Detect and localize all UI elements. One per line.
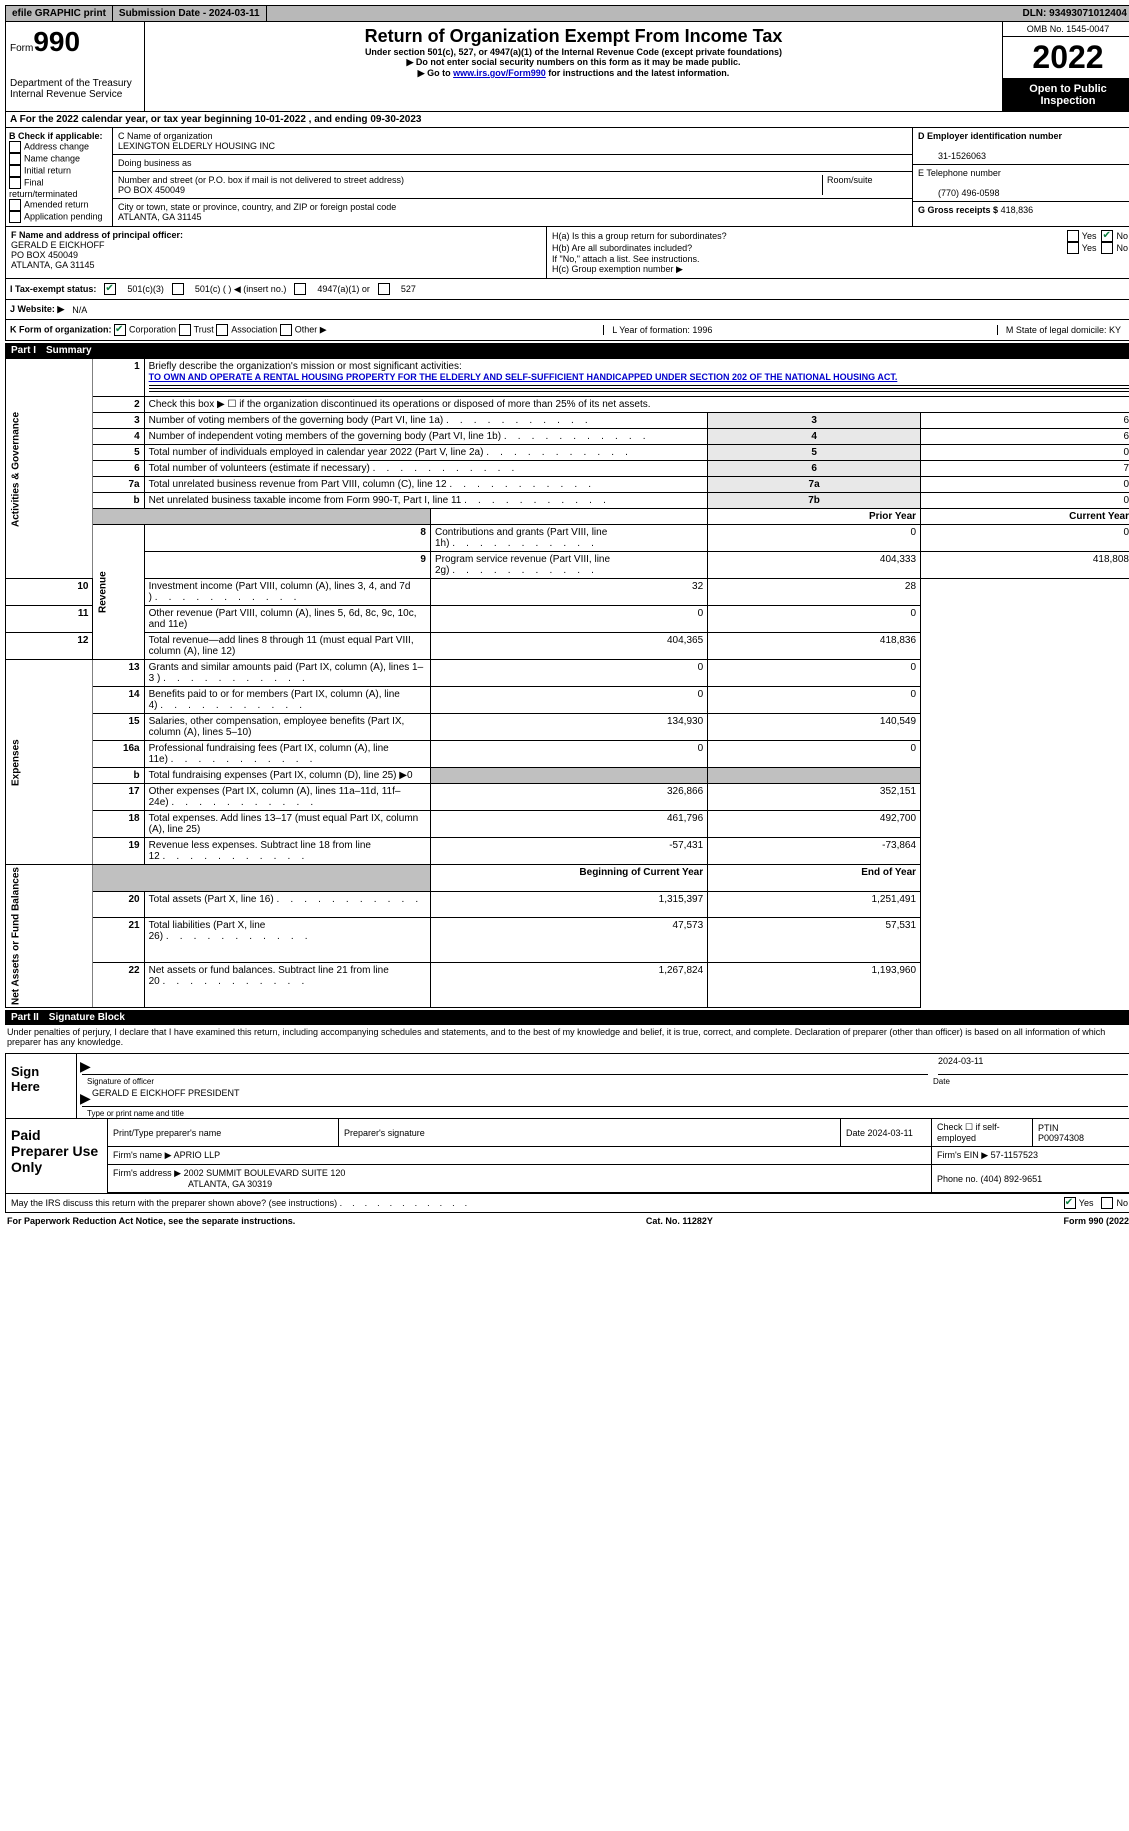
sign-block: Sign Here ▶ Signature of officer 2024-03…	[5, 1053, 1129, 1119]
dln: DLN: 93493071012404	[1016, 6, 1129, 21]
check-527[interactable]	[378, 283, 390, 295]
firm-name: APRIO LLP	[174, 1150, 221, 1160]
check-pending[interactable]	[9, 211, 21, 223]
gross-receipts: 418,836	[1001, 205, 1034, 215]
top-bar: efile GRAPHIC print Submission Date - 20…	[5, 5, 1129, 22]
preparer-block: Paid Preparer Use Only Print/Type prepar…	[5, 1119, 1129, 1194]
website: N/A	[72, 305, 87, 315]
part2-header: Part II Signature Block	[5, 1010, 1129, 1025]
check-other[interactable]	[280, 324, 292, 336]
check-initial[interactable]	[9, 165, 21, 177]
check-trust[interactable]	[179, 324, 191, 336]
org-address: PO BOX 450049	[118, 185, 185, 195]
form-label: Form	[10, 43, 33, 54]
form-number: 990	[33, 26, 80, 57]
website-row: J Website: ▶ N/A	[5, 300, 1129, 320]
check-4947[interactable]	[294, 283, 306, 295]
hb-yes[interactable]	[1067, 242, 1079, 254]
check-501c3[interactable]	[104, 283, 116, 295]
dept-label: Department of the Treasury	[10, 78, 140, 89]
check-501c[interactable]	[172, 283, 184, 295]
label-netassets: Net Assets or Fund Balances	[6, 865, 93, 1008]
declaration: Under penalties of perjury, I declare th…	[5, 1025, 1129, 1049]
officer-printed: GERALD E EICKHOFF PRESIDENT	[82, 1088, 240, 1098]
col-b: B Check if applicable: Address change Na…	[6, 128, 113, 226]
check-amended[interactable]	[9, 199, 21, 211]
firm-phone: Phone no. (404) 892-9651	[932, 1165, 1129, 1193]
firm-addr: 2002 SUMMIT BOULEVARD SUITE 120	[184, 1168, 346, 1178]
check-corp[interactable]	[114, 324, 126, 336]
irs-label: Internal Revenue Service	[10, 89, 140, 100]
ha-no[interactable]	[1101, 230, 1113, 242]
irs-link[interactable]: www.irs.gov/Form990	[453, 68, 546, 78]
tax-year: 2022	[1003, 37, 1129, 79]
room-suite: Room/suite	[822, 175, 907, 195]
form-sub2: ▶ Do not enter social security numbers o…	[149, 57, 998, 68]
part1-header: Part I Summary	[5, 343, 1129, 358]
label-expenses: Expenses	[6, 660, 93, 865]
label-governance: Activities & Governance	[6, 359, 93, 579]
summary-table: Activities & Governance 1 Briefly descri…	[5, 358, 1129, 1008]
form-sub1: Under section 501(c), 527, or 4947(a)(1)…	[149, 47, 998, 57]
ein: 31-1526063	[918, 151, 986, 161]
officer-name: GERALD E EICKHOFF	[11, 240, 105, 250]
efile-label: efile GRAPHIC print	[6, 6, 113, 21]
dba: Doing business as	[113, 155, 912, 172]
org-name: LEXINGTON ELDERLY HOUSING INC	[118, 141, 275, 151]
label-revenue: Revenue	[93, 525, 144, 660]
year-formation: L Year of formation: 1996	[603, 325, 720, 335]
tax-status: I Tax-exempt status: 501(c)(3) 501(c) ( …	[5, 279, 1129, 300]
section-a: A For the 2022 calendar year, or tax yea…	[5, 112, 1129, 128]
phone: (770) 496-0598	[918, 188, 1000, 198]
form-sub3: ▶ Go to www.irs.gov/Form990 for instruct…	[149, 68, 998, 79]
check-name[interactable]	[9, 153, 21, 165]
public-inspection: Open to Public Inspection	[1003, 79, 1129, 111]
check-final[interactable]	[9, 177, 21, 189]
col-d: D Employer identification number 31-1526…	[912, 128, 1129, 226]
mission-text: TO OWN AND OPERATE A RENTAL HOUSING PROP…	[149, 372, 898, 382]
may-discuss: May the IRS discuss this return with the…	[5, 1194, 1129, 1213]
fg-row: F Name and address of principal officer:…	[5, 227, 1129, 279]
group-exemption: H(c) Group exemption number ▶	[552, 264, 1128, 275]
org-city: ATLANTA, GA 31145	[118, 212, 202, 222]
discuss-yes[interactable]	[1064, 1197, 1076, 1209]
check-address[interactable]	[9, 141, 21, 153]
ha-yes[interactable]	[1067, 230, 1079, 242]
omb-number: OMB No. 1545-0047	[1003, 22, 1129, 37]
form-org-row: K Form of organization: Corporation Trus…	[5, 320, 1129, 341]
firm-ein: Firm's EIN ▶ 57-1157523	[932, 1147, 1129, 1165]
submission-date: Submission Date - 2024-03-11	[113, 6, 267, 21]
info-grid: B Check if applicable: Address change Na…	[5, 128, 1129, 227]
form-header: Form990 Department of the Treasury Inter…	[5, 22, 1129, 112]
page-footer: For Paperwork Reduction Act Notice, see …	[5, 1213, 1129, 1229]
ptin: P00974308	[1038, 1133, 1084, 1143]
check-assoc[interactable]	[216, 324, 228, 336]
col-c: C Name of organization LEXINGTON ELDERLY…	[113, 128, 912, 226]
discuss-no[interactable]	[1101, 1197, 1113, 1209]
form-title: Return of Organization Exempt From Incom…	[149, 26, 998, 47]
hb-no[interactable]	[1101, 242, 1113, 254]
state-domicile: M State of legal domicile: KY	[997, 325, 1129, 335]
sig-date: 2024-03-11	[938, 1056, 983, 1066]
